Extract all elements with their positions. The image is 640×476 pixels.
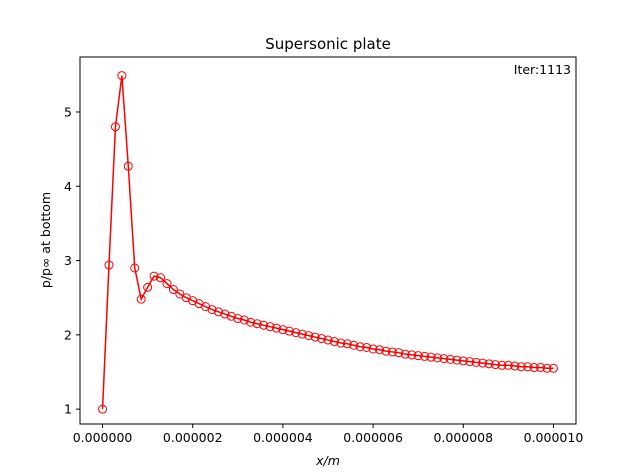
- data-point-marker: [271, 323, 281, 333]
- data-point-marker: [226, 311, 236, 321]
- data-point-marker: [130, 263, 140, 273]
- data-point-marker: [336, 338, 346, 348]
- data-point-marker: [349, 340, 359, 350]
- data-point-marker: [162, 279, 172, 289]
- data-point-marker: [458, 356, 468, 366]
- data-point-marker: [510, 361, 520, 371]
- plot-series: [98, 71, 558, 414]
- data-point-marker: [548, 363, 558, 373]
- data-point-marker: [400, 349, 410, 359]
- data-point-marker: [445, 354, 455, 364]
- y-tick-label: 4: [64, 179, 72, 194]
- data-point-marker: [381, 346, 391, 356]
- x-axis: 0.000000 0.000002 0.000004 0.000006 0.000008…: [73, 424, 584, 445]
- data-point-marker: [465, 357, 475, 367]
- data-point-marker: [143, 282, 153, 292]
- data-point-marker: [213, 307, 223, 317]
- data-point-marker: [310, 332, 320, 342]
- data-point-marker: [342, 339, 352, 349]
- data-point-marker: [516, 362, 526, 372]
- x-tick-label: 0.000010: [524, 430, 584, 445]
- data-point-marker: [439, 354, 449, 364]
- data-point-marker: [323, 335, 333, 345]
- y-tick-label: 1: [64, 402, 72, 417]
- x-tick-label: 0.000002: [163, 430, 223, 445]
- y-axis: 1 2 3 4 5: [64, 104, 80, 417]
- data-point-marker: [375, 345, 385, 355]
- data-point-marker: [433, 353, 443, 363]
- data-point-marker: [329, 337, 339, 347]
- data-point-marker: [497, 360, 507, 370]
- data-point-marker: [156, 273, 166, 283]
- data-point-marker: [387, 347, 397, 357]
- data-point-marker: [265, 322, 275, 332]
- x-tick-label: 0.000006: [343, 430, 403, 445]
- data-point-marker: [117, 71, 127, 81]
- data-point-marker: [239, 315, 249, 325]
- data-point-marker: [413, 351, 423, 361]
- x-label-text: x/m: [315, 453, 340, 468]
- data-point-marker: [355, 342, 365, 352]
- axes-frame: [79, 56, 577, 425]
- data-point-marker: [304, 331, 314, 341]
- data-point-marker: [407, 350, 417, 360]
- data-point-marker: [110, 122, 120, 132]
- data-point-marker: [220, 309, 230, 319]
- data-point-marker: [536, 363, 546, 373]
- data-point-marker: [426, 352, 436, 362]
- data-point-marker: [452, 355, 462, 365]
- data-point-marker: [542, 363, 552, 373]
- data-point-marker: [252, 319, 262, 329]
- data-point-marker: [98, 404, 108, 414]
- data-point-marker: [149, 271, 159, 281]
- x-tick-label: 0.000000: [73, 430, 133, 445]
- data-point-marker: [233, 314, 243, 324]
- data-point-marker: [490, 360, 500, 370]
- y-axis-label: p/p∞ at bottom: [38, 192, 53, 288]
- y-tick-label: 5: [64, 104, 72, 119]
- data-point-marker: [278, 325, 288, 335]
- y-tick-label: 2: [64, 327, 72, 342]
- data-point-marker: [503, 360, 513, 370]
- data-point-marker: [362, 342, 372, 352]
- data-point-marker: [394, 348, 404, 358]
- data-point-marker: [317, 334, 327, 344]
- data-point-marker: [291, 328, 301, 338]
- x-tick-label: 0.000008: [433, 430, 493, 445]
- data-point-marker: [259, 320, 269, 330]
- data-point-marker: [207, 305, 217, 315]
- data-point-marker: [104, 260, 114, 270]
- x-tick-label: 0.000004: [253, 430, 313, 445]
- chart-title: Supersonic plate: [265, 35, 391, 53]
- data-point-marker: [484, 359, 494, 369]
- data-point-marker: [284, 326, 294, 336]
- data-point-marker: [168, 285, 178, 295]
- data-point-marker: [523, 362, 533, 372]
- data-point-marker: [420, 351, 430, 361]
- data-point-marker: [246, 317, 256, 327]
- data-point-marker: [297, 329, 307, 339]
- data-point-marker: [136, 294, 146, 304]
- x-axis-label: x/m: [315, 453, 340, 468]
- data-point-marker: [529, 363, 539, 373]
- data-point-marker: [123, 161, 133, 171]
- data-point-marker: [478, 358, 488, 368]
- y-tick-label: 3: [64, 253, 72, 268]
- data-point-marker: [471, 357, 481, 367]
- iteration-annotation: Iter:1113: [514, 62, 571, 77]
- data-point-marker: [368, 344, 378, 354]
